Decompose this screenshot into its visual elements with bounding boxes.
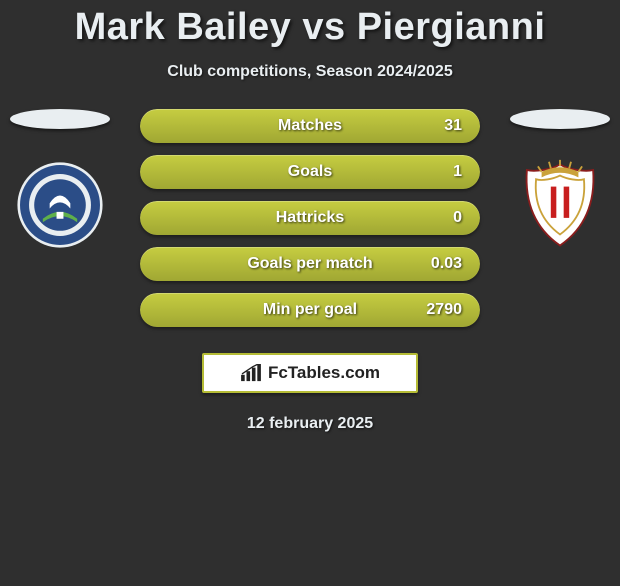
peterborough-crest-icon xyxy=(10,157,110,252)
bar-chart-icon xyxy=(240,364,262,382)
stat-label: Hattricks xyxy=(140,209,480,227)
comparison-panel: Matches31 Goals1 Hattricks0 Goals per match… xyxy=(0,109,620,327)
stevenage-crest-icon xyxy=(510,157,610,252)
page-title: Mark Bailey vs Piergianni xyxy=(0,6,620,49)
stat-label: Goals xyxy=(140,163,480,181)
player-right-side xyxy=(510,109,610,252)
stats-list: Matches31 Goals1 Hattricks0 Goals per match… xyxy=(140,109,480,327)
stat-right-value: 0.03 xyxy=(431,255,462,273)
stat-row: Goals1 xyxy=(140,155,480,189)
stat-right-value: 1 xyxy=(453,163,462,181)
date-text: 12 february 2025 xyxy=(0,415,620,433)
stat-label: Goals per match xyxy=(140,255,480,273)
player-left-side xyxy=(10,109,110,252)
player-right-ellipse xyxy=(510,109,610,129)
stat-row: Matches31 xyxy=(140,109,480,143)
stat-row: Min per goal2790 xyxy=(140,293,480,327)
brand-text: FcTables.com xyxy=(268,363,380,383)
stat-row: Hattricks0 xyxy=(140,201,480,235)
stat-label: Matches xyxy=(140,117,480,135)
stat-right-value: 31 xyxy=(444,117,462,135)
subtitle: Club competitions, Season 2024/2025 xyxy=(0,63,620,81)
stat-right-value: 2790 xyxy=(426,301,462,319)
stat-row: Goals per match0.03 xyxy=(140,247,480,281)
stat-right-value: 0 xyxy=(453,209,462,227)
player-left-ellipse xyxy=(10,109,110,129)
brand-badge: FcTables.com xyxy=(202,353,418,393)
